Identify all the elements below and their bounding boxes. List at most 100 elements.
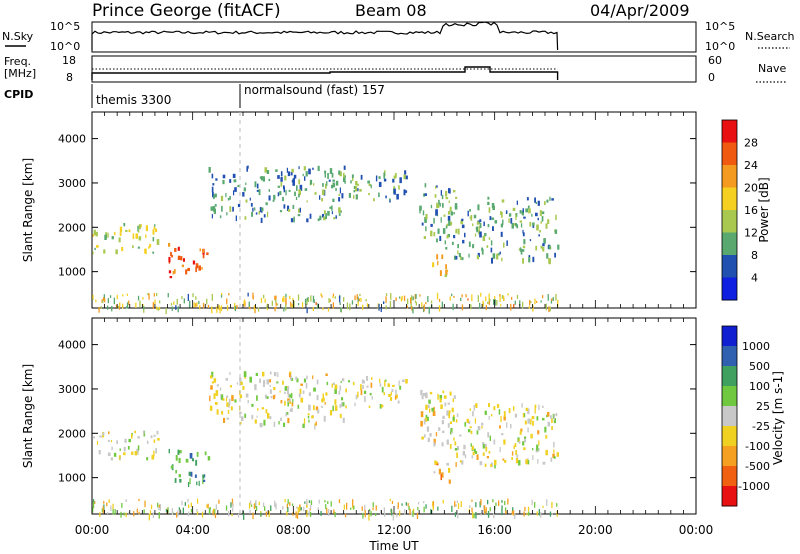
heatmap-cell — [156, 306, 158, 310]
heatmap-cell — [527, 427, 529, 433]
heatmap-cell — [146, 440, 149, 444]
heatmap-cell — [481, 422, 484, 426]
heatmap-cell — [362, 304, 364, 310]
sky-tick-bot-left: 10^0 — [50, 40, 80, 53]
heatmap-cell — [540, 221, 542, 224]
heatmap-cell — [138, 498, 140, 501]
heatmap-cell — [449, 391, 452, 396]
heatmap-cell — [534, 197, 536, 203]
heatmap-cell — [546, 253, 549, 259]
heatmap-cell — [226, 402, 229, 407]
heatmap-cell — [116, 294, 118, 300]
heatmap-cell — [441, 254, 444, 259]
heatmap-cell — [177, 255, 181, 260]
heatmap-cell — [108, 431, 110, 435]
heatmap-cell — [285, 412, 288, 417]
heatmap-cell — [289, 371, 292, 375]
heatmap-cell — [403, 174, 406, 180]
heatmap-cell — [542, 405, 544, 408]
heatmap-cell — [450, 428, 453, 434]
heatmap-cell — [314, 423, 316, 430]
heatmap-cell — [170, 303, 173, 306]
heatmap-cell — [331, 205, 333, 211]
heatmap-cell — [501, 508, 503, 516]
heatmap-cell — [437, 260, 439, 266]
heatmap-cell — [492, 253, 496, 259]
heatmap-cell — [312, 295, 315, 303]
heatmap-cell — [228, 293, 230, 296]
heatmap-cell — [446, 223, 449, 227]
heatmap-cell — [296, 185, 298, 191]
heatmap-cell — [103, 294, 105, 300]
heatmap-cell — [404, 170, 407, 175]
heatmap-cell — [537, 430, 540, 435]
heatmap-cell — [203, 474, 206, 478]
heatmap-cell — [354, 402, 356, 407]
heatmap-cell — [499, 446, 501, 453]
heatmap-cell — [441, 472, 444, 478]
heatmap-cell — [341, 378, 345, 382]
heatmap-cell — [498, 409, 501, 415]
heatmap-cell — [461, 304, 464, 311]
heatmap-cell — [331, 383, 333, 388]
heatmap-cell — [444, 402, 447, 407]
heatmap-cell — [524, 420, 527, 425]
heatmap-cell — [142, 303, 144, 306]
heatmap-cell — [399, 177, 402, 184]
heatmap-cell — [379, 383, 382, 387]
heatmap-cell — [518, 439, 520, 443]
heatmap-cell — [551, 198, 554, 201]
heatmap-cell — [321, 398, 324, 403]
heatmap-cell — [425, 302, 427, 305]
freq-panel: Freq. [MHz] 18 8 60 0 Nave — [4, 54, 786, 84]
heatmap-cell — [441, 301, 443, 308]
heatmap-cell — [225, 505, 228, 511]
heatmap-cell — [138, 511, 140, 515]
heatmap-cell — [439, 270, 442, 276]
heatmap-cell — [317, 218, 320, 222]
heatmap-cell — [513, 223, 516, 226]
heatmap-cell — [171, 508, 173, 515]
heatmap-cell — [361, 506, 363, 511]
heatmap-cell — [287, 171, 291, 177]
heatmap-cell — [291, 392, 293, 399]
heatmap-cell — [289, 502, 291, 506]
heatmap-cell — [153, 293, 155, 297]
heatmap-cell — [99, 512, 101, 517]
heatmap-cell — [352, 381, 355, 386]
heatmap-cell — [181, 295, 183, 300]
heatmap-cell — [540, 300, 542, 303]
heatmap-cell — [323, 397, 325, 402]
heatmap-cell — [547, 219, 550, 224]
heatmap-cell — [247, 292, 249, 297]
heatmap-cell — [317, 303, 319, 309]
heatmap-cell — [286, 167, 288, 173]
heatmap-cell — [369, 509, 371, 512]
heatmap-cell — [351, 300, 354, 305]
heatmap-cell — [292, 398, 294, 403]
heatmap-cell — [312, 167, 314, 170]
heatmap-cell — [476, 255, 479, 260]
velocity-ylabel: Slant Range [km] — [21, 364, 35, 468]
heatmap-cell — [291, 180, 295, 183]
heatmap-cell — [546, 499, 548, 506]
heatmap-cell — [282, 380, 284, 385]
heatmap-cell — [457, 503, 460, 509]
heatmap-cell — [348, 380, 350, 383]
heatmap-cell — [436, 461, 438, 465]
heatmap-cell — [140, 224, 142, 228]
heatmap-cell — [338, 197, 341, 202]
heatmap-cell — [442, 228, 446, 234]
heatmap-cell — [488, 415, 490, 420]
heatmap-cell — [306, 297, 308, 301]
heatmap-cell — [183, 298, 185, 304]
heatmap-cell — [501, 500, 503, 503]
heatmap-cell — [430, 300, 433, 304]
heatmap-cell — [327, 308, 330, 312]
heatmap-cell — [399, 510, 401, 517]
heatmap-cell — [429, 433, 432, 437]
heatmap-cell — [389, 498, 391, 502]
heatmap-cell — [487, 201, 490, 205]
heatmap-cell — [516, 224, 519, 229]
heatmap-cell — [480, 512, 482, 516]
